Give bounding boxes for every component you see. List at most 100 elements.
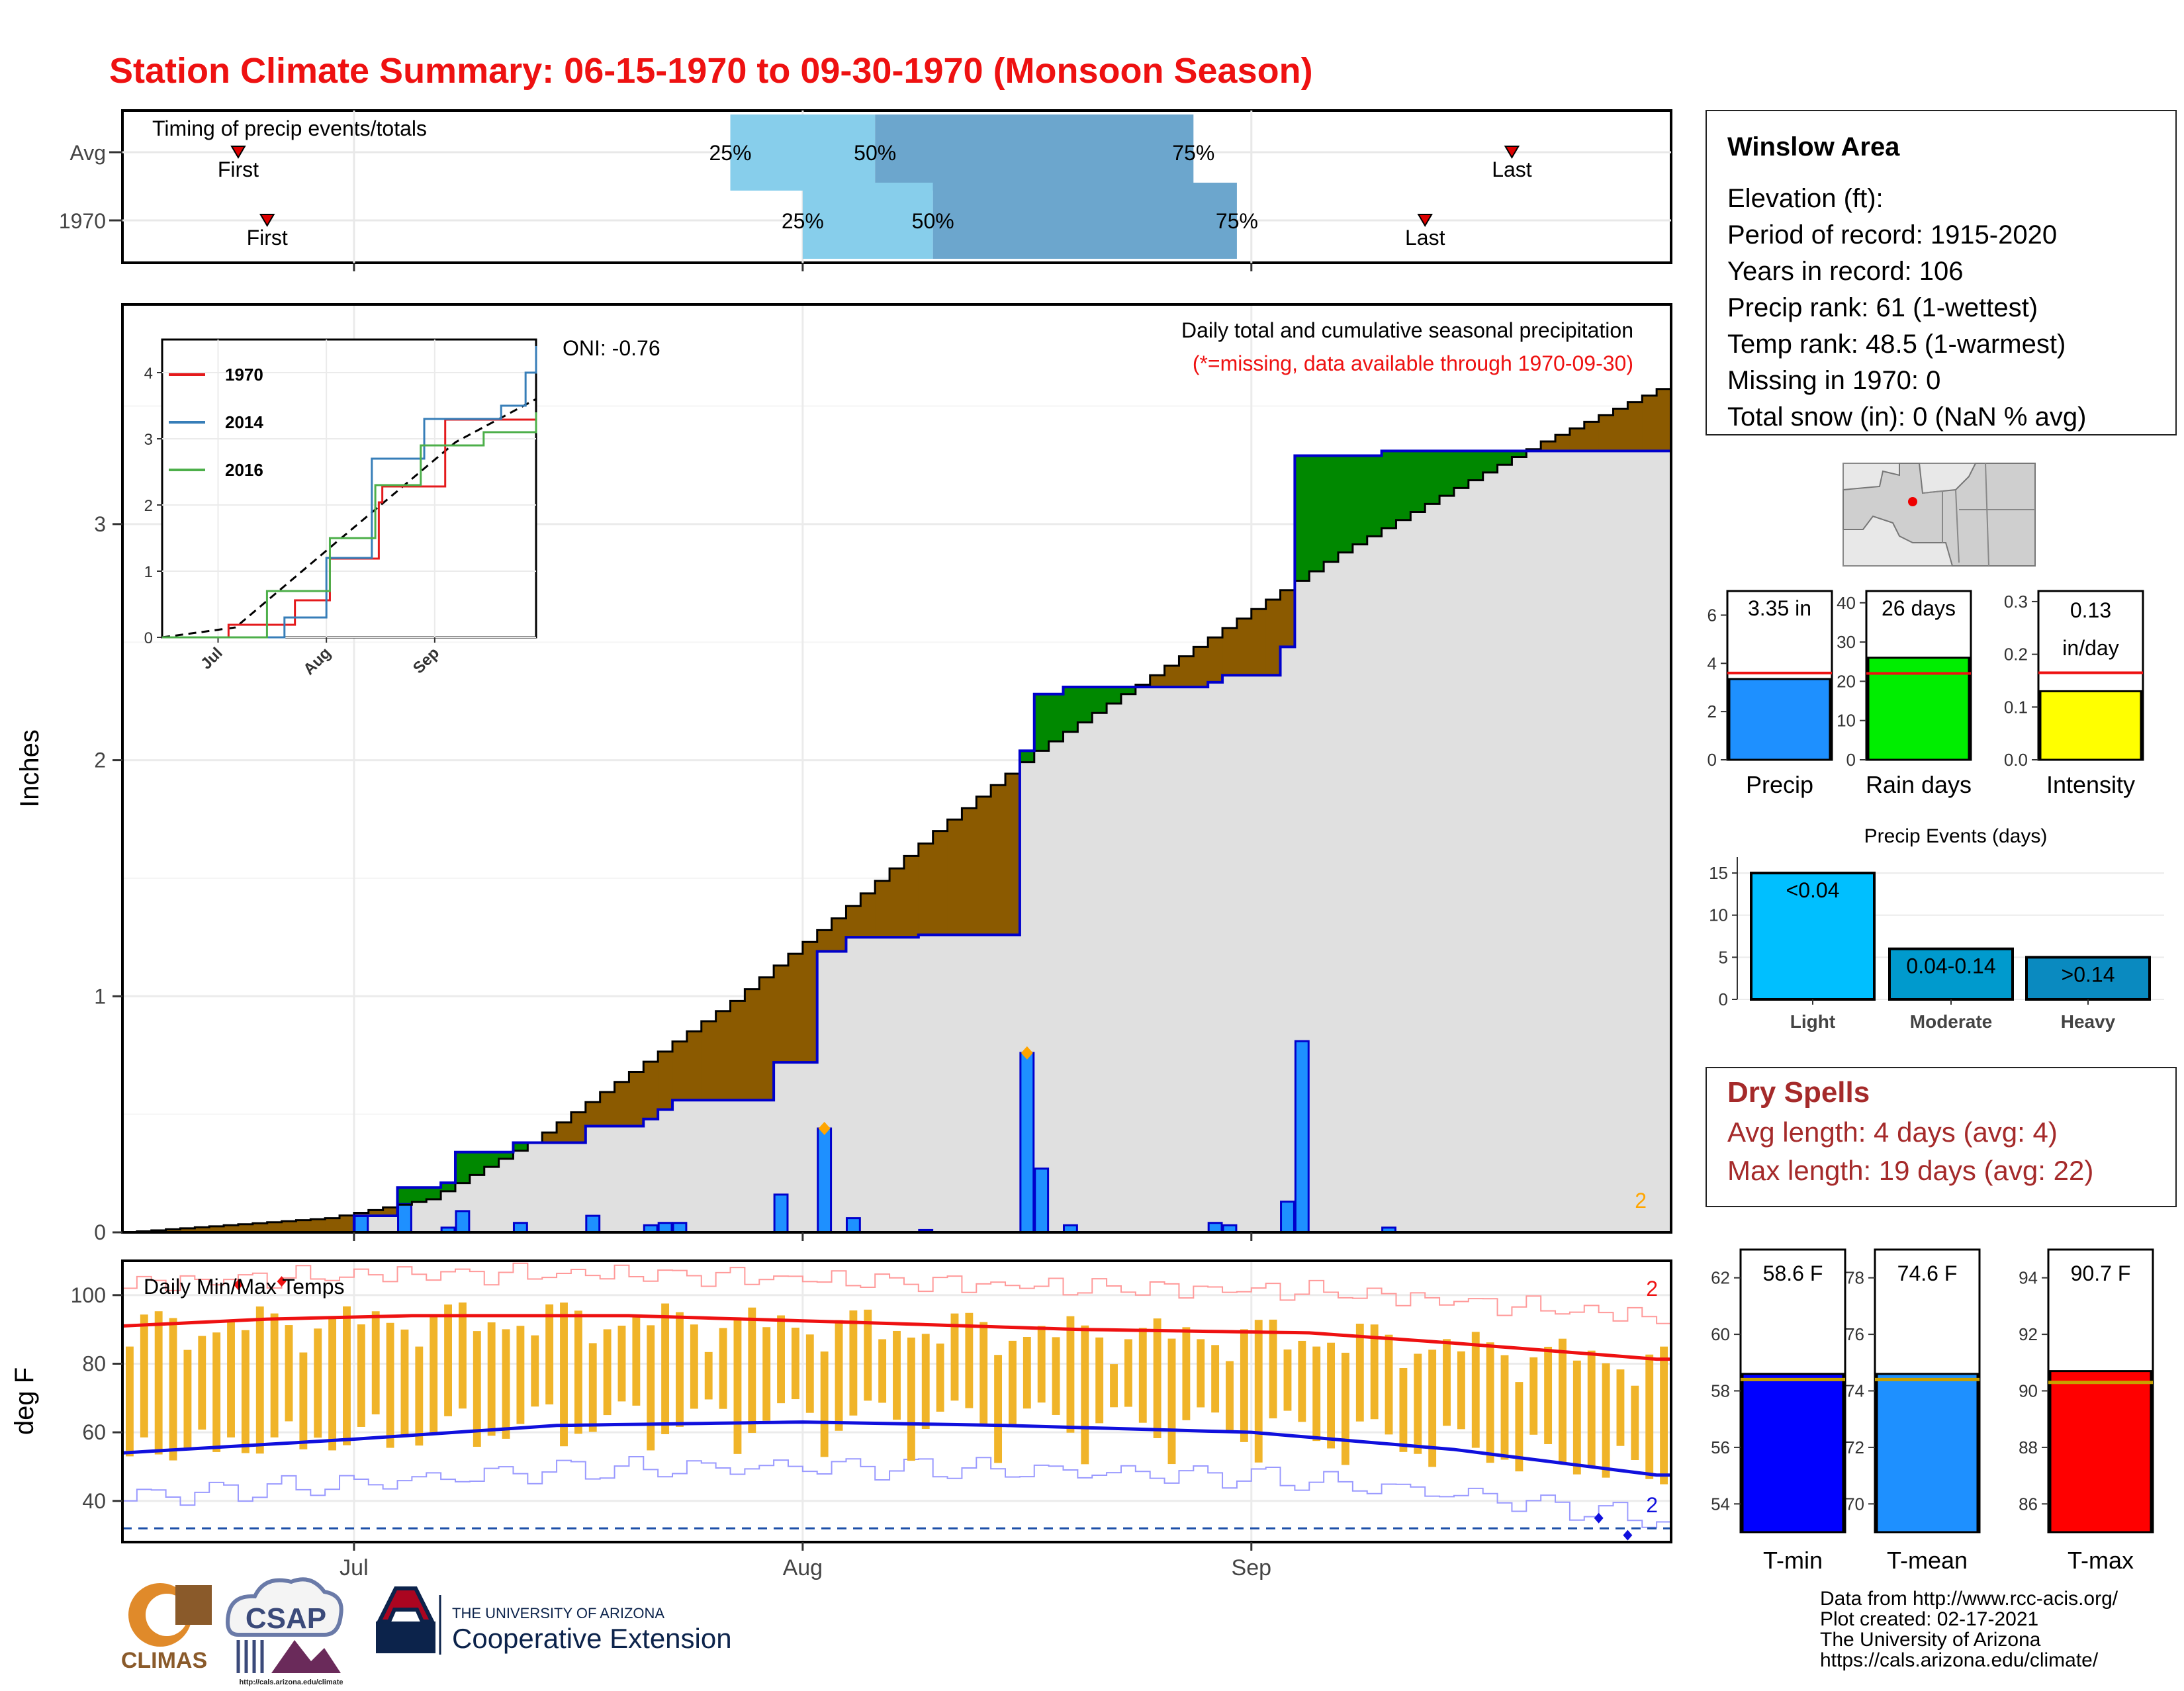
summary-bar-tick-label: 0.2: [2004, 645, 2028, 664]
temp-axes: 40 60 80 100 Jul Aug Sep: [71, 1283, 1271, 1580]
csap-logo: CSAP http://cals.arizona.edu/climate: [226, 1577, 343, 1686]
inset-y-tick-label: 3: [144, 431, 153, 449]
deficit-fill: [557, 1122, 572, 1143]
deficit-fill: [325, 1218, 340, 1232]
cumulative-fill: [1439, 496, 1455, 1232]
cumulative-fill: [383, 1216, 398, 1232]
precip-panel: 0 1 2 3 Inches ONI: -0.76 Daily total and c…: [15, 303, 1672, 1244]
deficit-fill: [600, 1092, 615, 1126]
timing-p50-label: 50%: [912, 209, 954, 233]
deficit-fill: [1222, 627, 1238, 676]
cumulative-fill: [745, 1100, 760, 1232]
events-y-tick-label: 10: [1709, 905, 1728, 925]
deficit-fill: [889, 868, 905, 938]
precip-y-tick-label: 3: [94, 512, 106, 536]
deficit-fill: [296, 1220, 311, 1232]
first-event-label: First: [218, 158, 259, 181]
daily-temp-bar: [777, 1315, 785, 1404]
surplus-fill: [484, 1152, 500, 1167]
temp-bar-value-label: 90.7 F: [2071, 1261, 2131, 1285]
daily-temp-bar: [588, 1343, 597, 1432]
daily-temp-bar: [1587, 1350, 1596, 1467]
daily-precip-bar: [1034, 1167, 1050, 1232]
deficit-fill: [267, 1222, 283, 1232]
summary-bar-Precip: 0 2 4 6 3.35 in Precip: [1707, 590, 1833, 798]
summary-bar-label: Precip: [1746, 771, 1813, 798]
cumulative-fill: [1512, 457, 1527, 1232]
daily-temp-bar: [169, 1318, 177, 1461]
daily-temp-bar: [299, 1352, 308, 1449]
surplus-fill: [1512, 451, 1527, 457]
daily-temp-bar: [386, 1322, 394, 1448]
deficit-fill: [340, 1215, 355, 1232]
station-detail-line: Total snow (in): 0 (NaN % avg): [1727, 402, 2086, 432]
deficit-fill: [629, 1072, 644, 1126]
deficit-fill: [195, 1227, 210, 1232]
deficit-fill: [1251, 609, 1267, 676]
events-bar-label: <0.04: [1786, 878, 1840, 902]
daily-temp-bar: [748, 1307, 756, 1433]
daily-temp-bar: [1342, 1352, 1349, 1465]
surplus-fill: [1019, 751, 1035, 762]
summary-bar-tick-label: 0: [1846, 750, 1856, 770]
temp-bar-value-label: 58.6 F: [1763, 1261, 1823, 1285]
daily-temp-bar: [1023, 1337, 1031, 1409]
daily-temp-bar: [936, 1344, 944, 1412]
timing-box-q1: [730, 114, 876, 191]
summary-bar-tick-label: 6: [1707, 605, 1717, 625]
daily-temp-bar: [762, 1327, 771, 1421]
timing-p25-label: 25%: [709, 141, 751, 165]
timing-box-q2: [875, 114, 1194, 191]
daily-precip-bar: [657, 1222, 673, 1232]
cumulative-fill: [1034, 751, 1050, 1232]
first-event-label: First: [247, 226, 288, 250]
daily-temp-bar: [1240, 1329, 1248, 1442]
record-high-marker: [233, 1279, 243, 1291]
daily-precip-bar: [773, 1193, 789, 1232]
cumulative-fill: [1107, 703, 1122, 1232]
summary-bar-tick-label: 30: [1837, 632, 1856, 652]
record-low-marker: [1594, 1512, 1604, 1524]
summary-bar-value-unit: in/day: [2062, 636, 2118, 660]
temp-bar-tick-label: 86: [2019, 1494, 2038, 1514]
daily-temp-bar: [1515, 1382, 1524, 1472]
daily-temp-bar: [502, 1329, 510, 1439]
cumulative-fill: [802, 1062, 818, 1232]
deficit-fill: [1280, 590, 1296, 647]
climas-logo-block: [175, 1585, 212, 1625]
cumulative-fill: [643, 1119, 659, 1232]
credit-institution: The University of Arizona: [1820, 1629, 2041, 1651]
cumulative-fill: [875, 937, 890, 1232]
surplus-fill: [1120, 687, 1136, 694]
cumulative-fill: [831, 951, 847, 1232]
timing-row-label: Avg: [69, 141, 106, 165]
temp-bar-tick-label: 74: [1845, 1381, 1864, 1401]
daily-temp-bar: [285, 1325, 293, 1422]
cumulative-fill: [701, 1100, 717, 1232]
deficit-fill: [1555, 435, 1570, 451]
deficit-fill: [846, 905, 861, 938]
daily-temp-bar: [1631, 1385, 1639, 1461]
station-detail-line: Precip rank: 61 (1-wettest): [1727, 293, 2038, 322]
inset-legend-label: 1970: [225, 365, 263, 385]
temp-bar-tick-label: 62: [1711, 1268, 1730, 1288]
precip-y-tick-label: 2: [94, 749, 106, 772]
deficit-fill: [1613, 408, 1628, 451]
daily-temp-bar: [183, 1349, 192, 1448]
cumulative-fill: [1048, 741, 1064, 1232]
surplus-fill: [1439, 451, 1455, 496]
csap-logo-text: CSAP: [246, 1602, 326, 1635]
first-event-marker: [230, 146, 246, 159]
cumulative-fill: [1367, 536, 1383, 1232]
events-bar-label: 0.04-0.14: [1906, 954, 1995, 978]
record-low-marker: [1623, 1530, 1633, 1541]
timing-p25-label: 25%: [782, 209, 824, 233]
temp-y-tick-label: 100: [71, 1283, 106, 1307]
avg-tmin-line: [122, 1420, 1671, 1477]
csap-logo-cloud: [226, 1577, 343, 1637]
temp-panel-frame: [121, 1259, 1672, 1543]
cumulative-fill: [1150, 687, 1165, 1232]
timing-box-q1: [802, 183, 933, 259]
daily-temp-bar: [835, 1320, 843, 1431]
